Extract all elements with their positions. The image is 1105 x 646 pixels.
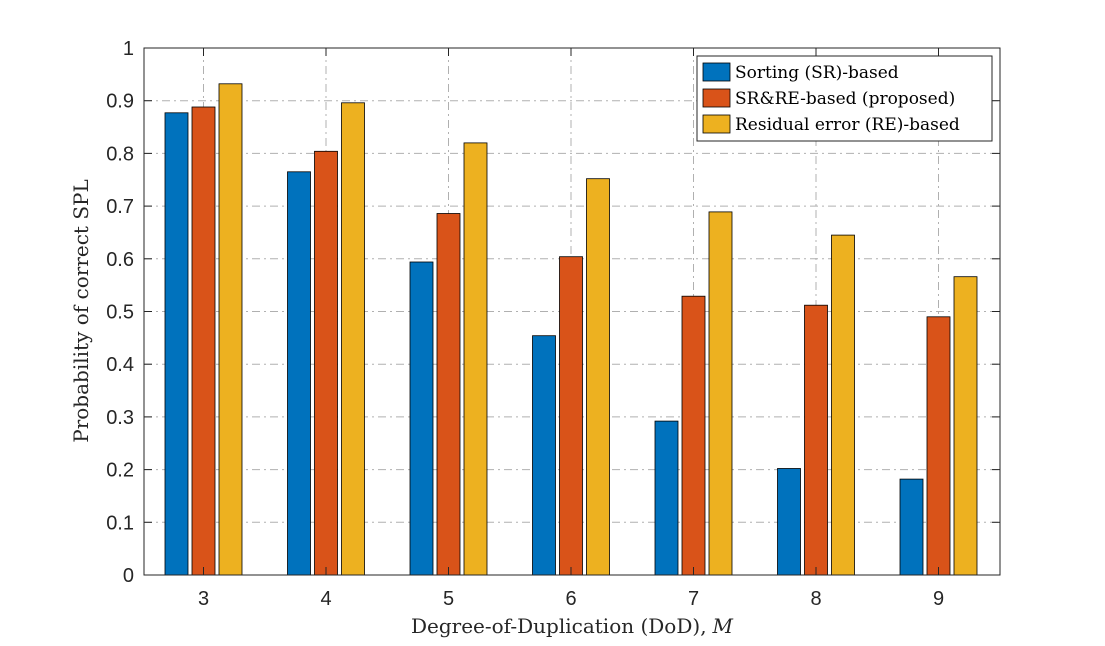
x-axis-label-symbol: M [712, 614, 734, 638]
x-tick-label: 9 [933, 588, 944, 610]
y-tick-label: 0.9 [106, 91, 134, 113]
y-tick-label: 0 [123, 565, 134, 587]
y-tick-label: 0.1 [106, 512, 134, 534]
axis-ticks: 0 0.1 0.2 0.3 0.4 0.5 0.6 0.7 0.8 0.9 1 3 4 5 6 7 8 9 [106, 38, 1000, 610]
x-tick-label: 7 [688, 588, 699, 610]
y-tick-label: 0.7 [106, 196, 134, 218]
legend-box [696, 55, 993, 142]
bar-series-2-3 [191, 106, 216, 576]
bar-series-2-6 [559, 256, 583, 576]
y-tick-label: 0.5 [106, 302, 134, 324]
y-tick-label: 0.2 [106, 460, 134, 482]
x-tick-label: 4 [320, 588, 331, 610]
x-tick-label: 3 [198, 588, 209, 610]
legend-label-1: Sorting (SR)-based [735, 63, 899, 83]
bar-series-2-7 [681, 295, 706, 576]
y-axis-label: Probability of correct SPL [69, 179, 93, 443]
bar-series-3-6 [586, 178, 610, 576]
bar-series-1-4 [287, 171, 311, 576]
bar-series-1-9 [899, 478, 924, 576]
y-tick-label: 0.8 [106, 143, 134, 165]
y-tick-label: 0.3 [106, 407, 134, 429]
legend-label-2: SR&RE-based (proposed) [735, 89, 955, 109]
legend-label-3: Residual error (RE)-based [735, 115, 960, 135]
y-tick-label: 0.4 [106, 354, 134, 376]
x-axis-label-text: Degree-of-Duplication (DoD), [411, 614, 707, 638]
x-axis-label: Degree-of-Duplication (DoD), M [411, 614, 734, 638]
bar-series-3-7 [708, 211, 733, 576]
y-tick-label: 1 [123, 38, 134, 60]
bar-series-1-8 [777, 468, 801, 576]
bar-series-3-9 [953, 276, 978, 576]
bar-series-3-8 [831, 234, 855, 576]
legend: Sorting (SR)-based SR&RE-based (proposed)… [696, 55, 993, 142]
bar-series-1-3 [164, 112, 189, 576]
legend-swatch-2 [702, 88, 731, 108]
bar-series-2-4 [314, 150, 338, 576]
bar-series-3-3 [218, 83, 243, 576]
bar-series-1-7 [654, 420, 679, 576]
x-tick-label: 6 [565, 588, 576, 610]
bar-series-3-5 [463, 142, 488, 576]
bar-series-2-8 [804, 304, 828, 576]
bar-series-3-4 [341, 102, 365, 576]
bars [164, 83, 978, 576]
legend-swatch-1 [702, 62, 731, 82]
bar-series-2-5 [436, 213, 461, 576]
legend-swatch-3 [702, 114, 731, 134]
x-tick-label: 5 [443, 588, 454, 610]
bar-series-1-5 [409, 261, 434, 576]
bar-series-2-9 [926, 316, 951, 576]
y-tick-label: 0.6 [106, 249, 134, 271]
bar-series-1-6 [532, 335, 556, 576]
x-tick-label: 8 [810, 588, 821, 610]
